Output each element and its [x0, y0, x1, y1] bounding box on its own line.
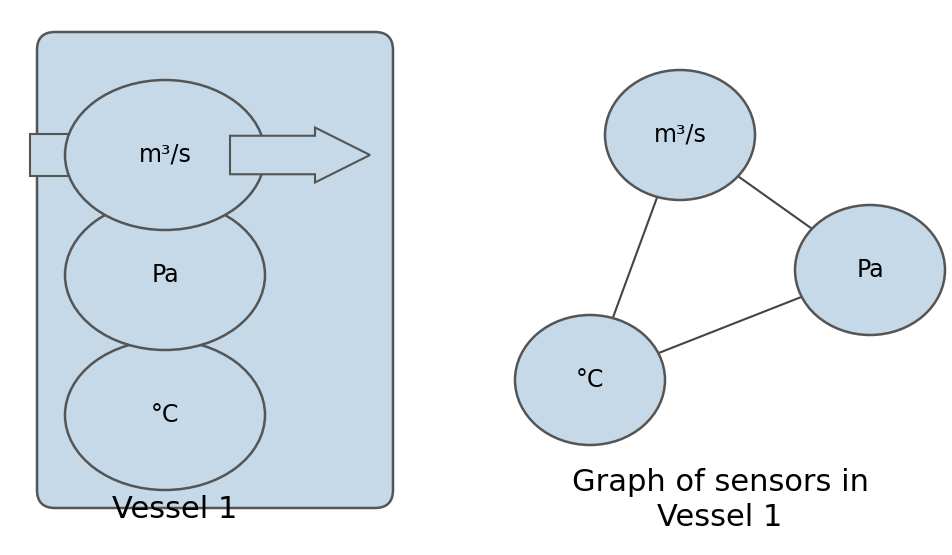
Text: Pa: Pa: [151, 263, 179, 287]
Ellipse shape: [65, 200, 265, 350]
Text: °C: °C: [576, 368, 605, 392]
Text: Graph of sensors in
Vessel 1: Graph of sensors in Vessel 1: [571, 467, 868, 532]
Text: m³/s: m³/s: [139, 143, 191, 167]
Ellipse shape: [515, 315, 665, 445]
Ellipse shape: [65, 80, 265, 230]
Text: °C: °C: [150, 403, 179, 427]
Ellipse shape: [795, 205, 945, 335]
Bar: [30, 134, 90, 176]
Text: Vessel 1: Vessel 1: [112, 496, 238, 524]
Ellipse shape: [65, 340, 265, 490]
FancyBboxPatch shape: [37, 32, 393, 508]
Text: m³/s: m³/s: [654, 123, 706, 147]
Ellipse shape: [605, 70, 755, 200]
Text: Pa: Pa: [856, 258, 883, 282]
Bar: [230, 136, 315, 174]
FancyArrow shape: [230, 128, 370, 183]
